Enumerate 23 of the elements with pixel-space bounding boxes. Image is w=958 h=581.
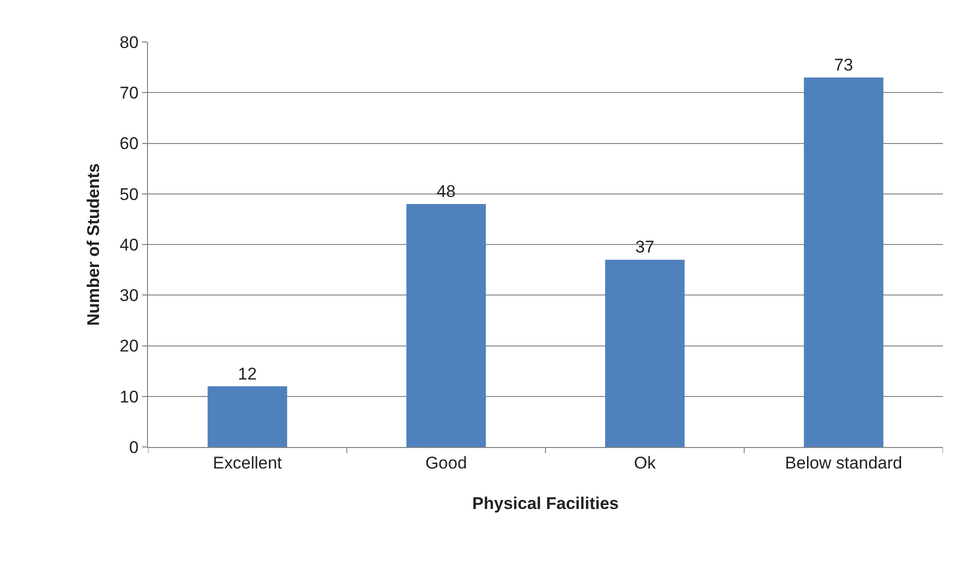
bar — [406, 204, 486, 447]
bar — [208, 386, 288, 447]
y-tick-label: 0 — [129, 438, 139, 457]
data-label: 37 — [635, 238, 654, 257]
y-tick-label: 20 — [120, 336, 139, 356]
data-label: 73 — [834, 55, 854, 74]
x-axis-title: Physical Facilities — [472, 494, 619, 513]
x-tick-label: Excellent — [212, 453, 282, 472]
y-tick-label: 10 — [120, 387, 139, 406]
y-tick-label: 70 — [120, 84, 139, 103]
y-axis-title: Number of Students — [84, 163, 104, 326]
y-tick-label: 50 — [120, 184, 139, 204]
bar — [605, 260, 685, 447]
y-tick-label: 60 — [120, 134, 139, 154]
y-tick-label: 80 — [120, 32, 139, 52]
y-tick-label: 30 — [120, 286, 139, 306]
bar — [804, 77, 884, 447]
data-label: 12 — [238, 364, 257, 384]
y-tick-label: 40 — [120, 235, 139, 254]
x-tick-label: Good — [425, 453, 467, 472]
data-label: 48 — [436, 182, 456, 201]
x-tick-label: Below standard — [785, 453, 902, 472]
x-tick-label: Ok — [634, 453, 656, 472]
